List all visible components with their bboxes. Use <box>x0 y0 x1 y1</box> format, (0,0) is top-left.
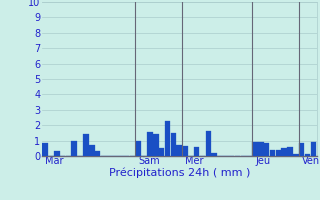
Bar <box>95 151 100 156</box>
Bar <box>182 146 188 156</box>
Bar <box>287 147 293 156</box>
Bar <box>264 143 269 156</box>
Bar <box>165 121 170 156</box>
Bar <box>310 142 316 156</box>
Bar <box>276 150 281 156</box>
Bar <box>205 131 211 156</box>
Bar <box>83 134 89 156</box>
Bar <box>299 143 304 156</box>
Bar <box>159 148 164 156</box>
Bar <box>89 145 94 156</box>
Bar <box>171 133 176 156</box>
Bar <box>42 143 48 156</box>
X-axis label: Précipitations 24h ( mm ): Précipitations 24h ( mm ) <box>108 167 250 178</box>
Bar <box>194 147 199 156</box>
Bar <box>281 148 287 156</box>
Bar <box>147 132 153 156</box>
Bar <box>212 153 217 156</box>
Bar <box>252 142 258 156</box>
Bar <box>258 142 264 156</box>
Bar <box>71 141 77 156</box>
Bar <box>136 141 141 156</box>
Bar <box>54 151 60 156</box>
Bar <box>153 134 159 156</box>
Bar <box>176 145 182 156</box>
Bar <box>305 154 310 156</box>
Bar <box>293 154 299 156</box>
Bar <box>270 150 275 156</box>
